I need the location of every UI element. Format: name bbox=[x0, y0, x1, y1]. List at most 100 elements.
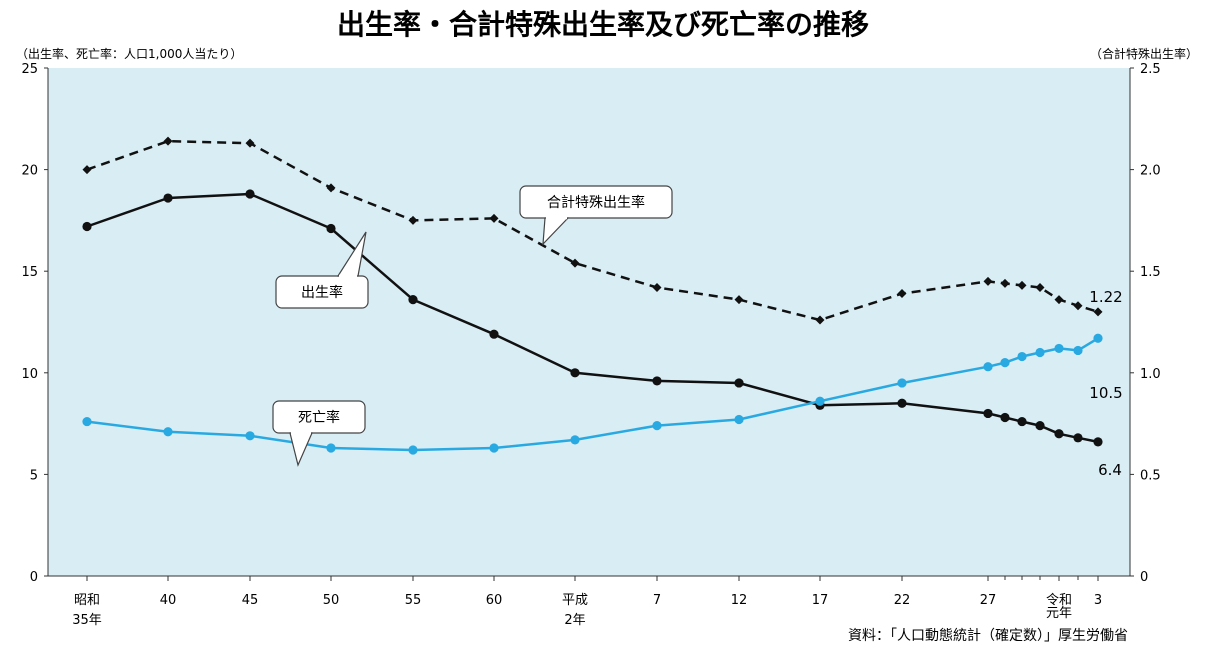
right-tick-label: 2.0 bbox=[1140, 164, 1161, 179]
series-point bbox=[734, 378, 744, 388]
series-point bbox=[1054, 295, 1064, 305]
series-point bbox=[1035, 421, 1045, 431]
left-axis-unit-label: （出生率、死亡率：人口1,000人当たり） bbox=[16, 46, 242, 61]
series-point bbox=[245, 431, 255, 441]
callout-label: 出生率 bbox=[301, 284, 343, 301]
series-point bbox=[1054, 343, 1064, 354]
series-point bbox=[734, 414, 744, 425]
series-point bbox=[1017, 416, 1027, 427]
series-point bbox=[408, 445, 418, 455]
series-point bbox=[163, 427, 173, 437]
x-tick-label: 22 bbox=[894, 593, 911, 608]
series-point bbox=[897, 378, 907, 388]
right-tick-label: 0.5 bbox=[1140, 468, 1161, 483]
series-point bbox=[489, 213, 499, 223]
series-point bbox=[489, 329, 499, 339]
plot-area bbox=[48, 68, 1130, 576]
left-tick-label: 20 bbox=[21, 164, 38, 179]
series-point bbox=[1073, 433, 1083, 443]
right-tick-label: 2.5 bbox=[1140, 62, 1161, 77]
series-point bbox=[1000, 358, 1010, 368]
x-tick-label: 40 bbox=[160, 593, 177, 608]
x-tick-label: 3 bbox=[1094, 593, 1102, 608]
x-tick-label: 27 bbox=[980, 593, 997, 608]
series-point bbox=[815, 315, 825, 325]
x-tick-label: 55 bbox=[405, 593, 422, 608]
series-point bbox=[1093, 437, 1103, 447]
series-point bbox=[983, 276, 993, 286]
series-point bbox=[652, 282, 662, 292]
left-tick-label: 10 bbox=[21, 367, 38, 382]
series-point bbox=[1000, 412, 1010, 423]
series-point bbox=[326, 183, 336, 193]
series-point bbox=[570, 368, 580, 378]
right-tick-label: 1.5 bbox=[1140, 265, 1161, 280]
series-point bbox=[1000, 278, 1010, 288]
series-point bbox=[652, 376, 662, 386]
series-point bbox=[897, 289, 907, 299]
left-tick-label: 5 bbox=[30, 468, 38, 483]
series-point bbox=[734, 295, 744, 305]
left-tick-label: 25 bbox=[21, 62, 38, 77]
series-point bbox=[1054, 429, 1064, 439]
series-point bbox=[1035, 282, 1045, 292]
callout-label: 合計特殊出生率 bbox=[547, 194, 645, 211]
right-tick-label: 0 bbox=[1140, 570, 1148, 585]
callout-box bbox=[519, 185, 673, 219]
series-point bbox=[1035, 347, 1045, 358]
series-point bbox=[1017, 351, 1027, 362]
series-line bbox=[86, 139, 1099, 322]
series-point bbox=[815, 396, 825, 406]
source-note: 資料：「人口動態統計（確定数）」厚生労働省 bbox=[848, 628, 1128, 644]
end-value-label: 10.5 bbox=[1089, 384, 1122, 402]
series-point bbox=[1073, 301, 1083, 311]
left-tick-label: 0 bbox=[30, 570, 38, 585]
x-tick-label: 7 bbox=[653, 593, 661, 608]
series-point bbox=[82, 165, 92, 175]
series-point bbox=[1093, 307, 1103, 317]
x-tick-label: 12 bbox=[731, 593, 748, 608]
x-tick-label: 60 bbox=[486, 593, 503, 608]
series-point bbox=[408, 215, 418, 225]
right-tick-label: 1.0 bbox=[1140, 367, 1161, 382]
chart-title: 出生率・合計特殊出生率及び死亡率の推移 bbox=[337, 8, 869, 41]
series-point bbox=[652, 421, 662, 431]
x-tick-label: 35年 bbox=[72, 613, 102, 628]
callout-label: 死亡率 bbox=[298, 409, 340, 426]
series-point bbox=[326, 223, 336, 234]
series-point bbox=[570, 435, 580, 445]
callout-box bbox=[272, 400, 366, 434]
series-point bbox=[897, 398, 907, 408]
series-point bbox=[82, 416, 92, 427]
x-tick-label: 昭和 bbox=[74, 593, 100, 608]
series-layer bbox=[82, 136, 1103, 455]
x-tick-label: 平成 bbox=[562, 593, 588, 608]
series-point bbox=[983, 362, 993, 372]
series-point bbox=[326, 443, 336, 453]
x-tick-label: 45 bbox=[242, 593, 259, 608]
x-tick-label: 50 bbox=[323, 593, 340, 608]
series-point bbox=[245, 138, 255, 148]
x-tick-label: 令和 bbox=[1046, 593, 1072, 608]
series-point bbox=[82, 221, 92, 232]
series-point bbox=[489, 443, 499, 453]
x-tick-label: 2年 bbox=[564, 613, 585, 628]
series-point bbox=[245, 189, 255, 199]
series-point bbox=[163, 193, 173, 203]
series-point bbox=[1073, 345, 1083, 356]
series-point bbox=[1093, 333, 1103, 343]
x-tick-label: 17 bbox=[812, 593, 829, 608]
series-point bbox=[1017, 280, 1027, 290]
x-tick-label: 元年 bbox=[1046, 606, 1072, 621]
left-tick-label: 15 bbox=[21, 265, 38, 280]
right-axis-unit-label: （合計特殊出生率） bbox=[1090, 46, 1198, 61]
series-point bbox=[570, 258, 580, 268]
series-point bbox=[983, 408, 993, 419]
series-point bbox=[408, 295, 418, 305]
series-point bbox=[163, 136, 173, 146]
callout-box bbox=[275, 275, 369, 309]
axes-layer: 0 5 10 15 20 25 0 0.5 1.0 1.5 2.0 2.5 昭和 35年 40 45 50 55 6… bbox=[21, 62, 1160, 628]
end-value-label: 1.22 bbox=[1089, 288, 1122, 306]
